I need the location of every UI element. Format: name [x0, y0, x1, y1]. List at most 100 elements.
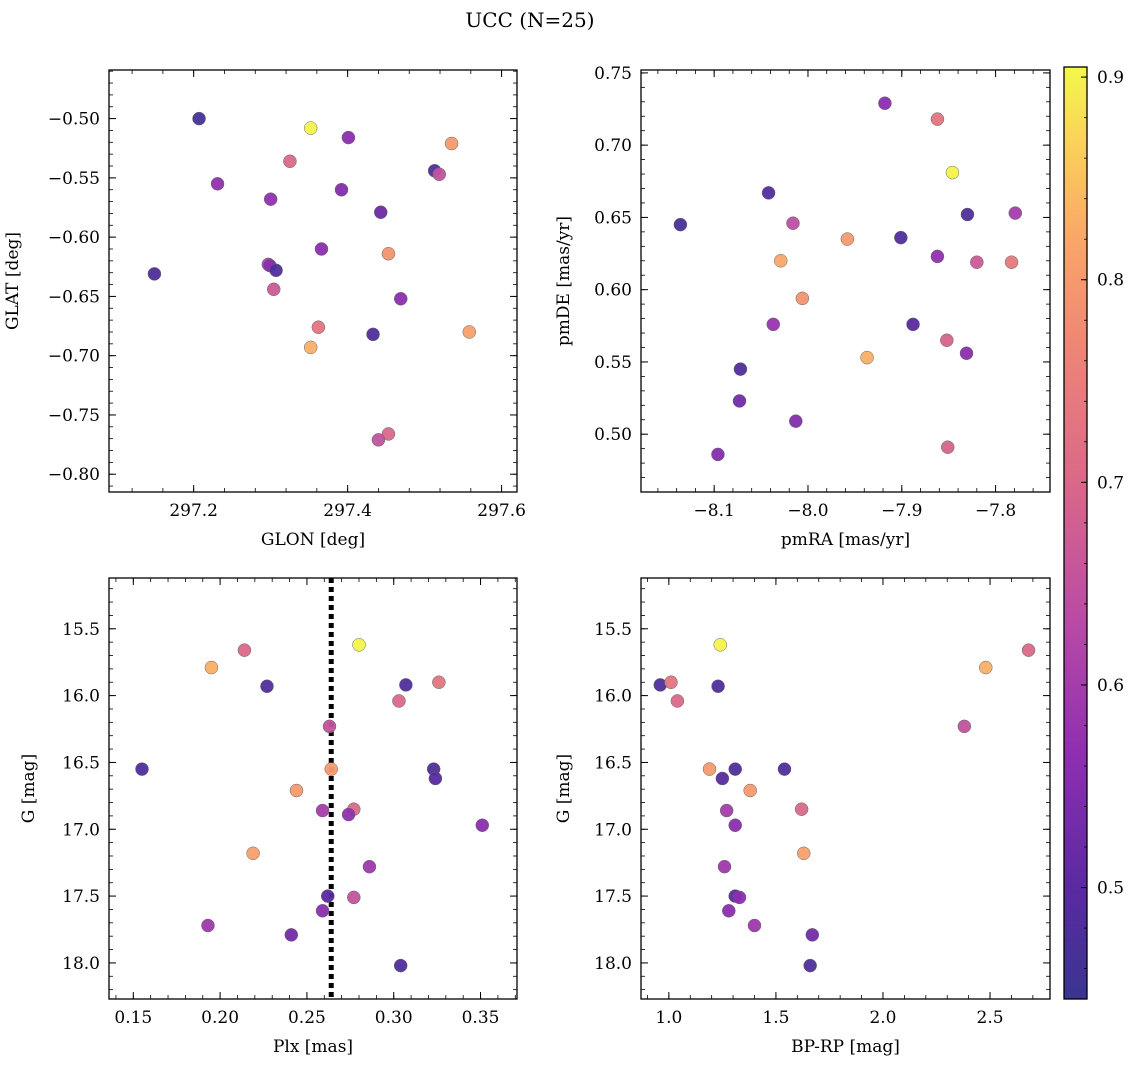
x-tick-label: 297.6 [477, 501, 526, 521]
x-axis-label: Plx [mas] [273, 1037, 353, 1057]
panel-glon-glat: 297.2 297.4 297.6 −0.50 −0.55 −0.60 −0.65 −0.70… [3, 69, 526, 550]
figure-title: UCC (N=25) [465, 8, 594, 32]
data-point [322, 719, 337, 734]
data-point [761, 186, 776, 200]
data-point [664, 675, 678, 689]
data-point [1008, 206, 1023, 220]
y-tick-label: 17.5 [594, 887, 632, 907]
y-tick-label: 18.0 [62, 954, 100, 974]
data-point [930, 112, 945, 126]
x-tick-label: −7.8 [975, 501, 1016, 521]
y-tick-label: 17.0 [62, 820, 100, 840]
y-tick-label: 16.0 [62, 687, 100, 707]
data-point [475, 818, 490, 833]
data-point [321, 889, 335, 903]
data-point [732, 394, 747, 408]
data-point [432, 675, 446, 689]
data-point [766, 317, 781, 332]
data-point [394, 292, 408, 306]
plot-frame [108, 577, 518, 1000]
data-point [432, 167, 446, 182]
data-point [237, 643, 252, 657]
colorbar: 0.5 0.6 0.7 0.8 0.9 [1063, 66, 1124, 1000]
data-point [796, 846, 811, 861]
data-point [303, 121, 318, 135]
panel-pmra-pmde: −8.1 −8.0 −7.9 −7.8 0.50 0.55 0.60 0.65 0.70 0.75… [554, 64, 1051, 550]
y-tick-label: 0.50 [594, 425, 632, 445]
data-point [777, 762, 792, 776]
data-point [803, 958, 817, 973]
x-tick-label: 297.4 [323, 501, 372, 521]
colorbar-tick-label: 0.6 [1097, 676, 1124, 696]
data-point [366, 327, 380, 342]
data-point [289, 783, 304, 798]
data-point [728, 762, 742, 776]
data-point [786, 216, 800, 230]
y-tick-label: 16.5 [594, 753, 632, 773]
data-point [722, 904, 736, 918]
data-point [147, 267, 162, 281]
data-point [204, 660, 219, 675]
data-point [311, 320, 326, 334]
data-point [774, 254, 788, 268]
x-tick-label: 0.35 [462, 1008, 500, 1028]
data-point [263, 192, 278, 206]
panel-bprp-g: 1.0 1.5 2.0 2.5 15.5 16.0 16.5 17.0 17.5 18.0 BP-R… [554, 577, 1051, 1057]
x-axis-label: BP-RP [mag] [791, 1037, 900, 1057]
data-point [334, 182, 349, 197]
data-point [670, 694, 685, 708]
x-tick-label: −7.9 [881, 501, 922, 521]
data-point [673, 217, 688, 232]
data-point [444, 136, 459, 151]
data-point [373, 205, 388, 219]
data-point [260, 679, 274, 694]
y-axis-label: pmDE [mas/yr] [554, 216, 574, 346]
x-tick-label: 0.20 [201, 1008, 239, 1028]
data-point [840, 232, 855, 246]
y-tick-label: −0.55 [48, 169, 100, 189]
data-point [381, 427, 396, 441]
data-point [805, 928, 820, 942]
data-point [711, 679, 725, 694]
data-point [719, 803, 734, 818]
x-tick-label: 297.2 [169, 501, 218, 521]
y-tick-label: −0.60 [48, 228, 100, 248]
data-point [794, 802, 809, 816]
data-point [733, 362, 748, 376]
colorbar-tick-label: 0.5 [1097, 879, 1124, 899]
y-tick-label: 17.0 [594, 820, 632, 840]
data-point [979, 660, 993, 675]
data-point [246, 846, 260, 861]
data-point [399, 678, 413, 692]
data-point [906, 317, 920, 332]
data-point [135, 762, 149, 776]
data-point [314, 242, 329, 256]
x-tick-label: 1.0 [655, 1008, 682, 1028]
y-tick-label: 16.0 [594, 687, 632, 707]
data-point [894, 230, 908, 245]
x-tick-label: 0.25 [288, 1008, 326, 1028]
data-point [315, 904, 330, 918]
data-point [371, 433, 386, 447]
data-point [959, 346, 974, 361]
data-point [393, 958, 408, 973]
data-point [789, 414, 803, 428]
y-axis-label: G [mag] [19, 754, 39, 823]
data-point [192, 111, 206, 126]
plot-frame [640, 577, 1051, 1000]
x-tick-label: 2.5 [977, 1008, 1004, 1028]
data-point [732, 890, 747, 905]
data-point [957, 719, 972, 734]
data-point [381, 246, 396, 261]
colorbar-tick-label: 0.8 [1097, 271, 1124, 291]
data-point [266, 282, 281, 297]
y-tick-label: −0.70 [48, 347, 100, 367]
y-tick-label: −0.65 [48, 287, 100, 307]
data-point [728, 818, 742, 833]
y-tick-label: 0.70 [594, 136, 632, 156]
y-tick-label: −0.50 [48, 110, 100, 130]
x-tick-label: 1.5 [762, 1008, 789, 1028]
data-point [1021, 643, 1036, 657]
data-point [940, 333, 954, 348]
